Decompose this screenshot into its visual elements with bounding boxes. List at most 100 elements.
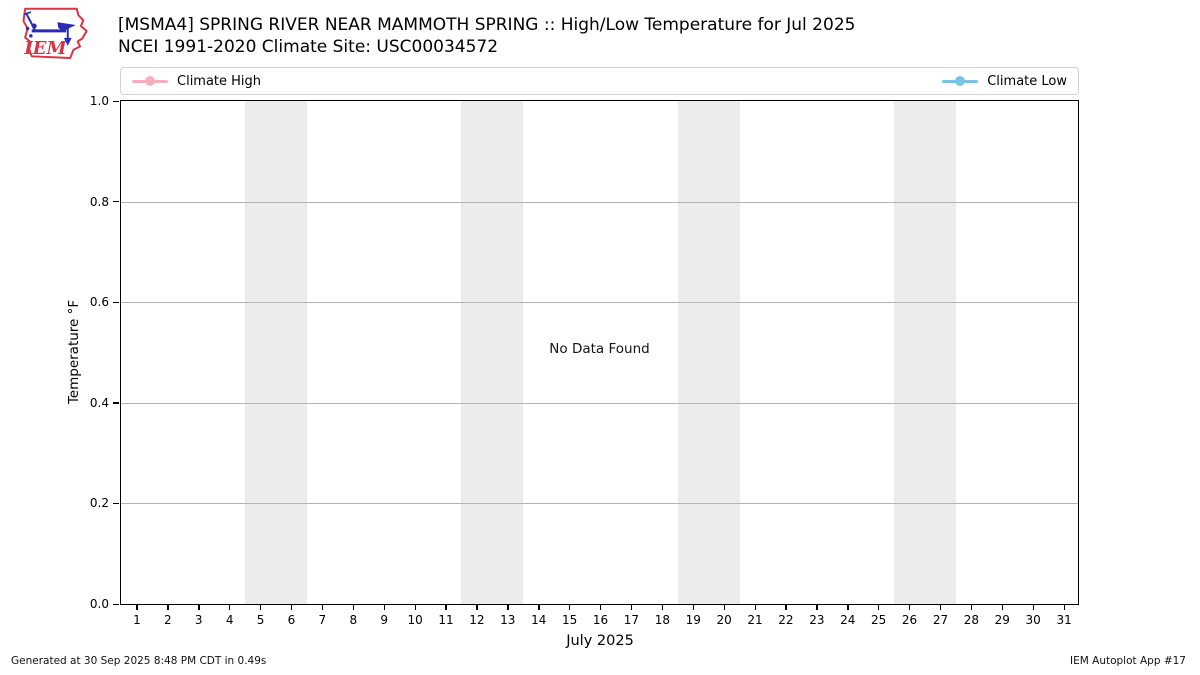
x-tick-label: 2	[164, 613, 172, 627]
x-tick-mark	[445, 604, 447, 610]
x-tick-mark	[754, 604, 756, 610]
y-tick-label: 0.2	[89, 496, 109, 511]
x-axis-label: July 2025	[566, 633, 634, 649]
x-tick-label: 9	[380, 613, 388, 627]
x-tick-mark	[229, 604, 231, 610]
x-tick-label: 26	[901, 613, 918, 627]
iowa-outline	[22, 7, 88, 59]
x-tick-label: 31	[1056, 613, 1072, 627]
x-tick-mark	[1032, 604, 1034, 610]
x-tick-mark	[878, 604, 880, 610]
x-tick-label: 8	[349, 613, 358, 627]
y-tick-mark	[113, 402, 119, 404]
x-tick-mark	[476, 604, 478, 610]
legend-label: Climate High	[177, 73, 262, 89]
x-tick-mark	[970, 604, 973, 610]
x-tick-label: 20	[716, 613, 732, 627]
iem-logo: IEM	[22, 7, 88, 59]
x-tick-mark	[352, 604, 355, 610]
y-tick-mark	[113, 502, 119, 505]
x-tick-mark	[198, 604, 200, 610]
x-tick-mark	[630, 604, 633, 610]
x-tick-label: 11	[438, 613, 454, 627]
y-tick-mark	[113, 603, 119, 605]
x-tick-mark	[816, 604, 818, 610]
x-tick-mark	[538, 604, 540, 610]
x-tick-mark	[290, 604, 293, 610]
y-tick-label: 0.4	[89, 395, 109, 410]
x-tick-label: 10	[407, 613, 423, 627]
x-tick-label: 18	[654, 613, 670, 627]
chart-title: [MSMA4] SPRING RIVER NEAR MAMMOTH SPRING…	[118, 15, 856, 35]
y-tick-mark	[113, 301, 119, 303]
x-tick-mark	[414, 604, 416, 610]
x-tick-mark	[260, 604, 262, 610]
x-tick-label: 16	[592, 613, 609, 627]
y-tick-label: 0.0	[89, 597, 109, 611]
no-data-message: No Data Found	[549, 341, 650, 358]
x-tick-label: 28	[963, 613, 980, 627]
x-tick-label: 29	[994, 613, 1010, 627]
x-tick-label: 24	[840, 613, 856, 627]
legend-entry-climate-high: Climate High	[132, 74, 261, 89]
x-tick-label: 21	[747, 613, 763, 627]
y-tick-label: 0.8	[89, 194, 109, 209]
x-tick-label: 25	[871, 613, 887, 627]
climate-low-line-sample	[942, 76, 979, 86]
x-tick-label: 12	[469, 613, 485, 627]
x-tick-label: 13	[500, 613, 516, 627]
x-tick-mark	[847, 604, 849, 610]
x-tick-mark	[167, 604, 169, 610]
weekend-band	[677, 101, 740, 604]
legend: Climate High Climate Low	[120, 67, 1079, 95]
chart-subtitle: NCEI 1991-2020 Climate Site: USC00034572	[118, 37, 499, 57]
x-tick-label: 23	[809, 613, 825, 627]
climate-high-marker-icon	[145, 76, 155, 86]
x-tick-label: 5	[256, 613, 265, 627]
x-tick-label: 6	[287, 613, 296, 627]
plot-area: No Data Found 0.0 0.2 0.4 0.6 0.8 1.0 1 2 3 4 5 6 7 8…	[90, 94, 1079, 627]
weekend-band	[894, 101, 956, 604]
x-tick-label: 3	[194, 613, 203, 627]
x-tick-mark	[321, 604, 324, 610]
gridline	[121, 302, 1078, 304]
y-axis-label: Temperature °F	[66, 299, 82, 405]
x-tick-mark	[1001, 604, 1004, 610]
x-tick-mark	[909, 604, 911, 610]
climate-high-line-sample	[132, 76, 168, 86]
y-tick-label: 0.6	[89, 295, 109, 310]
x-tick-mark	[939, 604, 942, 610]
weekend-band	[461, 101, 524, 604]
x-tick-mark	[507, 604, 509, 610]
x-tick-mark	[661, 604, 664, 610]
y-tick-label: 1.0	[89, 94, 109, 108]
x-tick-label: 17	[623, 613, 640, 627]
x-tick-mark	[723, 604, 725, 610]
x-tick-mark	[1063, 604, 1065, 610]
x-tick-mark	[600, 604, 602, 610]
x-tick-mark	[785, 604, 787, 610]
weather-vane-icon	[24, 11, 76, 46]
app-credit: IEM Autoplot App #17	[1070, 655, 1186, 667]
x-tick-label: 7	[318, 613, 327, 627]
x-tick-label: 15	[561, 613, 578, 627]
x-tick-label: 30	[1025, 613, 1041, 627]
x-tick-label: 27	[932, 613, 949, 627]
x-tick-label: 4	[225, 613, 234, 627]
generated-timestamp: Generated at 30 Sep 2025 8:48 PM CDT in …	[11, 655, 267, 667]
logo-text: IEM	[23, 38, 67, 59]
y-tick-mark	[113, 201, 119, 203]
gridline	[121, 503, 1078, 505]
x-tick-label: 14	[531, 613, 547, 627]
x-tick-mark	[569, 604, 571, 610]
weekend-band	[245, 101, 307, 604]
x-tick-mark	[692, 604, 695, 610]
x-tick-mark	[136, 604, 138, 610]
gridline	[121, 201, 1078, 203]
x-tick-mark	[383, 604, 385, 610]
legend-entry-climate-low: Climate Low	[942, 74, 1067, 89]
y-tick-mark	[113, 100, 119, 102]
x-tick-label: 19	[685, 613, 701, 627]
x-tick-label: 1	[133, 613, 141, 627]
